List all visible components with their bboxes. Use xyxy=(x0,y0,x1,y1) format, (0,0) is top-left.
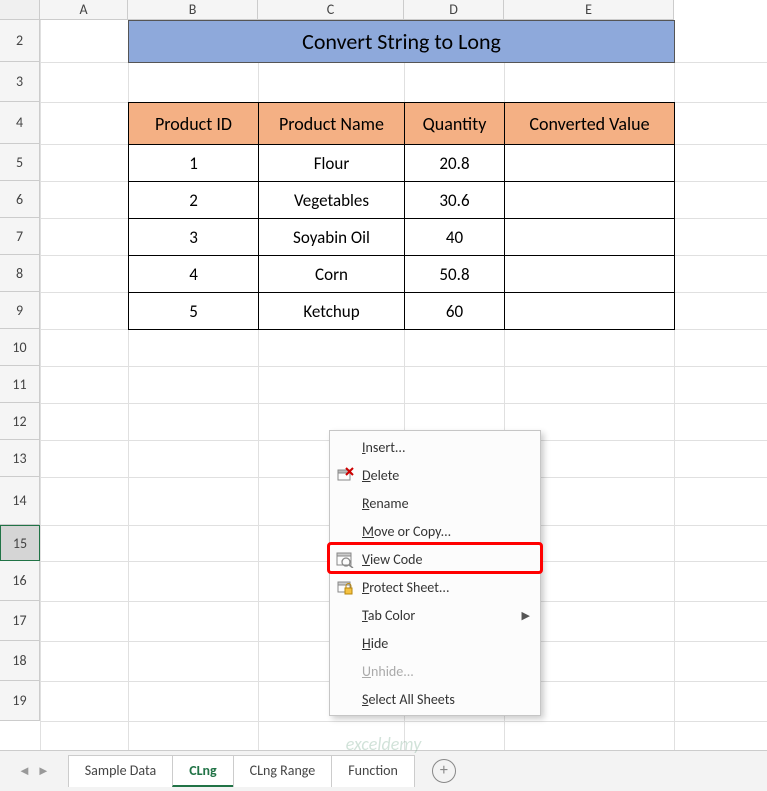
sheet-tab-strip: ◄ ► Sample DataCLngCLng RangeFunction + xyxy=(0,750,767,791)
table-header-2[interactable]: Quantity xyxy=(404,102,505,145)
row-header-17[interactable]: 17 xyxy=(0,601,40,641)
row-header-18[interactable]: 18 xyxy=(0,641,40,681)
cell-name-0[interactable]: Flour xyxy=(258,144,405,182)
sheet-tab-function[interactable]: Function xyxy=(331,755,415,787)
row-header-12[interactable]: 12 xyxy=(0,403,40,440)
row-header-13[interactable]: 13 xyxy=(0,440,40,477)
cell-conv-2[interactable] xyxy=(504,218,675,256)
select-all-corner[interactable] xyxy=(0,0,40,20)
sheet-tab-context-menu: Insert... Delete Rename Move or Copy... View… xyxy=(329,430,541,716)
cell-conv-0[interactable] xyxy=(504,144,675,182)
row-headers-col: 2345678910111213141516171819 xyxy=(0,20,40,721)
row-header-9[interactable]: 9 xyxy=(0,292,40,329)
cell-name-3[interactable]: Corn xyxy=(258,255,405,293)
cell-qty-4[interactable]: 60 xyxy=(404,292,505,330)
cell-id-4[interactable]: 5 xyxy=(128,292,259,330)
context-menu-item-insert[interactable]: Insert... xyxy=(330,433,540,461)
cell-qty-1[interactable]: 30.6 xyxy=(404,181,505,219)
context-menu-item-hide[interactable]: Hide xyxy=(330,629,540,657)
menu-item-label: Unhide... xyxy=(362,663,414,680)
row-header-15[interactable]: 15 xyxy=(0,525,40,561)
menu-item-label: Protect Sheet... xyxy=(362,579,450,596)
menu-item-label: Move or Copy... xyxy=(362,523,451,540)
cell-qty-0[interactable]: 20.8 xyxy=(404,144,505,182)
context-menu-item-move-or-copy[interactable]: Move or Copy... xyxy=(330,517,540,545)
row-header-10[interactable]: 10 xyxy=(0,329,40,366)
delete-icon xyxy=(336,466,354,484)
row-header-7[interactable]: 7 xyxy=(0,218,40,255)
sheet-tab-clng[interactable]: CLng xyxy=(172,755,233,787)
context-menu-item-protect-sheet[interactable]: Protect Sheet... xyxy=(330,573,540,601)
column-header-B[interactable]: B xyxy=(128,0,258,20)
cell-id-3[interactable]: 4 xyxy=(128,255,259,293)
menu-item-label: Rename xyxy=(362,495,409,512)
tab-nav-arrows[interactable]: ◄ ► xyxy=(0,763,68,779)
table-header-3[interactable]: Converted Value xyxy=(504,102,675,145)
cell-conv-4[interactable] xyxy=(504,292,675,330)
cell-qty-2[interactable]: 40 xyxy=(404,218,505,256)
cell-name-4[interactable]: Ketchup xyxy=(258,292,405,330)
row-header-3[interactable]: 3 xyxy=(0,62,40,102)
row-header-5[interactable]: 5 xyxy=(0,144,40,181)
context-menu-item-rename[interactable]: Rename xyxy=(330,489,540,517)
column-header-A[interactable]: A xyxy=(40,0,128,20)
column-headers-row: ABCDE xyxy=(0,0,674,20)
row-header-14[interactable]: 14 xyxy=(0,477,40,525)
menu-item-label: Tab Color xyxy=(362,607,415,624)
context-menu-item-delete[interactable]: Delete xyxy=(330,461,540,489)
title-cell[interactable]: Convert String to Long xyxy=(128,20,675,63)
row-header-2[interactable]: 2 xyxy=(0,20,40,62)
row-header-6[interactable]: 6 xyxy=(0,181,40,218)
column-header-E[interactable]: E xyxy=(504,0,674,20)
cell-id-0[interactable]: 1 xyxy=(128,144,259,182)
table-header-1[interactable]: Product Name xyxy=(258,102,405,145)
cell-id-2[interactable]: 3 xyxy=(128,218,259,256)
cell-conv-1[interactable] xyxy=(504,181,675,219)
menu-item-label: Hide xyxy=(362,635,388,652)
column-header-C[interactable]: C xyxy=(258,0,404,20)
cell-name-1[interactable]: Vegetables xyxy=(258,181,405,219)
context-menu-item-select-all-sheets[interactable]: Select All Sheets xyxy=(330,685,540,713)
sheet-tab-clng-range[interactable]: CLng Range xyxy=(233,755,333,787)
chevron-right-icon[interactable]: ► xyxy=(37,763,50,779)
viewcode-icon xyxy=(336,550,354,568)
sheet-tab-sample-data[interactable]: Sample Data xyxy=(68,755,173,787)
table-header-0[interactable]: Product ID xyxy=(128,102,259,145)
protect-icon xyxy=(336,578,354,596)
cell-id-1[interactable]: 2 xyxy=(128,181,259,219)
cell-conv-3[interactable] xyxy=(504,255,675,293)
row-header-8[interactable]: 8 xyxy=(0,255,40,292)
context-menu-item-unhide: Unhide... xyxy=(330,657,540,685)
chevron-left-icon[interactable]: ◄ xyxy=(18,763,31,779)
row-header-16[interactable]: 16 xyxy=(0,561,40,601)
tabs-container: Sample DataCLngCLng RangeFunction xyxy=(68,755,414,787)
cell-name-2[interactable]: Soyabin Oil xyxy=(258,218,405,256)
new-sheet-button[interactable]: + xyxy=(432,759,456,783)
menu-item-label: Select All Sheets xyxy=(362,691,455,708)
chevron-right-icon: ▶ xyxy=(522,609,530,622)
menu-item-label: View Code xyxy=(362,551,422,568)
row-header-19[interactable]: 19 xyxy=(0,681,40,721)
context-menu-item-tab-color[interactable]: Tab Color ▶ xyxy=(330,601,540,629)
menu-item-label: Delete xyxy=(362,467,399,484)
row-header-4[interactable]: 4 xyxy=(0,102,40,144)
context-menu-item-view-code[interactable]: View Code xyxy=(330,545,540,573)
row-header-11[interactable]: 11 xyxy=(0,366,40,403)
column-header-D[interactable]: D xyxy=(404,0,504,20)
menu-item-label: Insert... xyxy=(362,439,406,456)
cell-qty-3[interactable]: 50.8 xyxy=(404,255,505,293)
